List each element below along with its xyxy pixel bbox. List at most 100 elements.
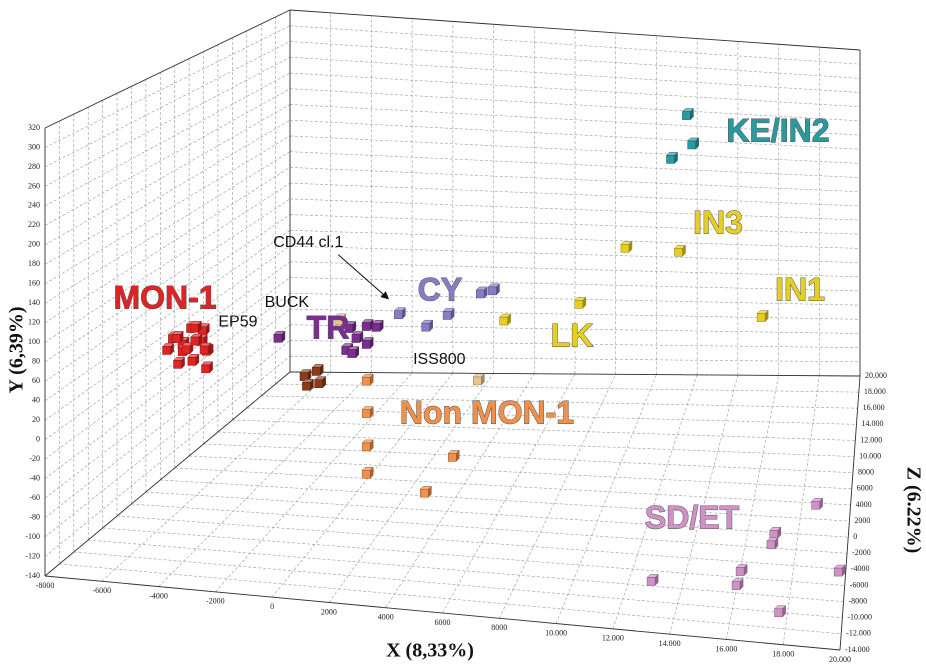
x-tick-label: 10.000 <box>545 628 567 637</box>
box-edge <box>44 9 291 129</box>
grid-line <box>289 182 861 207</box>
group-label: KE/IN2 <box>726 112 829 148</box>
x-tick-label: 6000 <box>435 618 451 627</box>
grid-line <box>102 527 845 586</box>
data-point <box>421 322 430 332</box>
grid-line <box>44 277 291 460</box>
grid-line <box>117 515 846 570</box>
grid-line <box>158 372 372 587</box>
group-label: MON-1 <box>113 279 216 315</box>
y-tick-label: 60 <box>32 376 40 385</box>
group-label: IN1 <box>775 271 825 307</box>
grid-line <box>44 293 291 479</box>
z-tick-label: 8000 <box>858 468 874 477</box>
grid-line <box>289 167 861 193</box>
y-tick-label: 120 <box>28 318 40 327</box>
y-tick-label: 280 <box>28 162 40 171</box>
grid-line <box>217 431 855 457</box>
y-tick-label: -120 <box>25 551 40 560</box>
grid-line <box>44 88 291 226</box>
z-axis-title: Z (6.22%) <box>902 467 924 554</box>
grid-line <box>44 135 291 285</box>
box-edge <box>44 575 841 651</box>
data-point <box>420 488 429 498</box>
y-tick-label: 20 <box>32 415 40 424</box>
x-tick-label: 14.000 <box>659 639 681 648</box>
x-tick-label: -2000 <box>206 597 225 606</box>
grid-line <box>289 230 861 249</box>
grid-line <box>44 72 291 207</box>
y-tick-label: 100 <box>28 337 40 346</box>
data-point <box>361 470 371 479</box>
grid-line <box>289 41 861 79</box>
z-tick-label: -6000 <box>850 580 869 589</box>
x-tick-label: -4000 <box>149 591 168 600</box>
box-edge <box>44 371 291 577</box>
grid-line <box>289 324 861 334</box>
data-point <box>442 311 452 320</box>
data-point <box>314 379 323 388</box>
data-point <box>488 286 497 296</box>
data-point <box>766 540 776 550</box>
grid-line <box>44 25 291 148</box>
grid-line <box>289 214 861 235</box>
grid-line <box>44 198 291 362</box>
box-edge <box>839 375 861 651</box>
x-tick-label: 2000 <box>321 607 337 616</box>
z-tick-label: 6000 <box>857 484 873 493</box>
grid-line <box>145 491 849 538</box>
y-tick-label: -60 <box>29 493 40 502</box>
grid-line <box>442 373 576 614</box>
data-point <box>351 334 361 343</box>
group-label: LK <box>551 317 594 353</box>
x-tick-label: 20.000 <box>829 655 851 664</box>
y-axis-title: Y (6,39%) <box>6 306 28 393</box>
grid-line <box>44 56 291 187</box>
grid-line <box>73 551 843 619</box>
grid-line <box>289 104 861 136</box>
grid-line <box>271 372 454 598</box>
y-tick-label: 300 <box>28 142 40 151</box>
point-label: EP59 <box>218 314 257 331</box>
y-tick-label: -80 <box>29 512 40 521</box>
grid-line <box>261 395 858 409</box>
y-tick-label: -40 <box>29 473 40 482</box>
grid-line <box>289 277 861 292</box>
data-point <box>334 316 344 326</box>
group-label: Non MON-1 <box>400 394 574 430</box>
grid-line <box>44 104 291 246</box>
y-tick-label: 200 <box>28 240 40 249</box>
grid-line <box>385 373 535 608</box>
x-tick-label: -6000 <box>92 586 111 595</box>
group-label: TR <box>307 309 350 345</box>
x-tick-label: 18.000 <box>772 650 794 659</box>
grid-line <box>328 373 494 603</box>
grid-line <box>44 340 291 538</box>
y-tick-label: 180 <box>28 259 40 268</box>
grid-line <box>44 356 291 557</box>
z-tick-label: -12.000 <box>846 629 871 638</box>
y-tick-label: 260 <box>28 181 40 190</box>
z-tick-label: -4000 <box>851 564 870 573</box>
grid-line <box>289 135 861 164</box>
data-point <box>574 300 583 309</box>
data-point <box>811 501 820 510</box>
grid-line <box>246 407 857 425</box>
data-point <box>347 349 357 358</box>
grid-line <box>203 443 853 474</box>
grid-line <box>289 25 861 65</box>
grid-line <box>59 563 842 635</box>
label-arrow <box>338 254 390 300</box>
data-point <box>190 336 199 346</box>
y-tick-label: -100 <box>25 532 40 541</box>
grid-line <box>44 214 291 382</box>
group-label: CY <box>418 271 462 307</box>
data-point <box>620 244 630 253</box>
data-point <box>361 340 371 349</box>
data-point <box>199 345 209 355</box>
y-tick-label: 220 <box>28 220 40 229</box>
data-point <box>311 367 321 376</box>
grid-line <box>174 467 851 506</box>
grid-line <box>275 383 859 393</box>
y-tick-label: 320 <box>28 123 40 132</box>
